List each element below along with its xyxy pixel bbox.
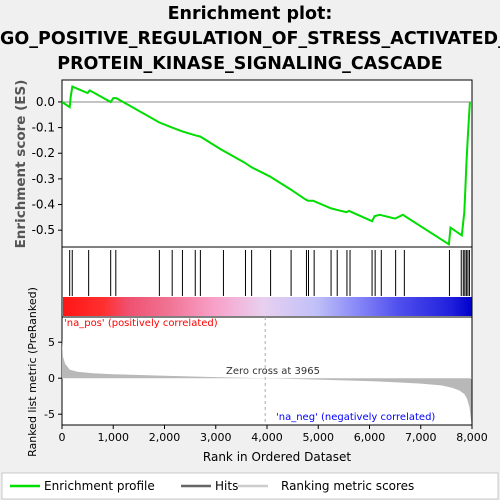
ranked-xtick-label: 1,000 xyxy=(98,431,130,444)
es-ytick-label: -0.5 xyxy=(32,223,55,237)
es-ytick-label: 0.0 xyxy=(36,95,55,109)
legend: Enrichment profile Hits Ranking metric s… xyxy=(2,473,498,499)
es-ytick-label: -0.2 xyxy=(32,146,55,160)
es-ytick-label: -0.1 xyxy=(32,121,55,135)
pos-correlated-label: 'na_pos' (positively correlated) xyxy=(64,318,218,329)
ranked-xtick-label: 5,000 xyxy=(303,431,335,444)
ranked-xtick-label: 2,000 xyxy=(149,431,181,444)
legend-hits-label: Hits xyxy=(215,479,238,493)
ranked-xtick-label: 3,000 xyxy=(200,431,232,444)
es-ytick-label: -0.4 xyxy=(32,198,55,212)
ranked-ytick-label: 0 xyxy=(48,372,55,385)
ranked-xlabel: Rank in Ordered Dataset xyxy=(203,450,351,464)
ranked-xtick-label: 0 xyxy=(59,431,66,444)
ranked-ylabel: Ranked list metric (PreRanked) xyxy=(26,287,39,457)
es-plot-area xyxy=(62,80,472,247)
legend-enrichment-label: Enrichment profile xyxy=(44,479,155,493)
ranked-ytick-label: -5 xyxy=(44,408,55,421)
es-ytick-label: -0.3 xyxy=(32,172,55,186)
legend-ranking-label: Ranking metric scores xyxy=(281,479,414,493)
ranked-xtick-label: 6,000 xyxy=(354,431,386,444)
ranked-xtick-label: 7,000 xyxy=(405,431,437,444)
es-ylabel: Enrichment score (ES) xyxy=(13,80,29,249)
ranked-xtick-label: 8,000 xyxy=(456,431,488,444)
neg-correlated-label: 'na_neg' (negatively correlated) xyxy=(276,412,435,423)
ranked-color-bar xyxy=(63,297,471,316)
zero-cross-label: Zero cross at 3965 xyxy=(226,366,320,377)
ranked-xtick-label: 4,000 xyxy=(251,431,283,444)
ranked-ytick-label: 5 xyxy=(48,336,55,349)
